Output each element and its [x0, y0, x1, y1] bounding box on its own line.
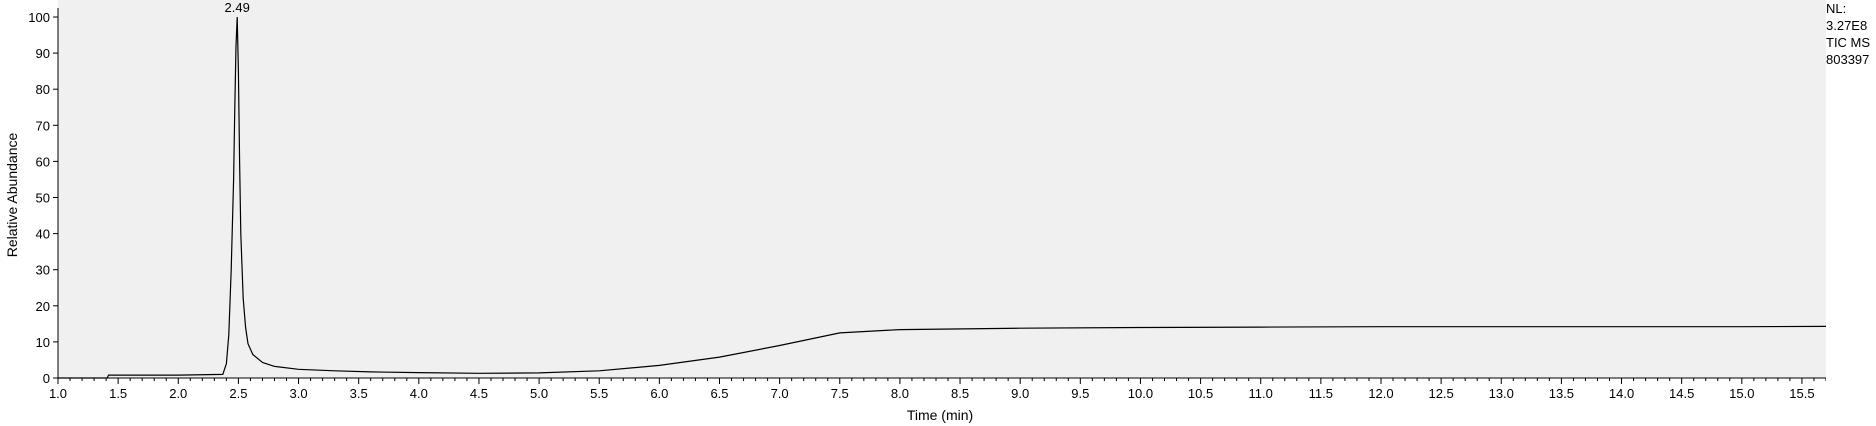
side-info-panel: NL: 3.27E8 TIC MS 803397	[1826, 0, 1876, 68]
x-tick-label: 9.0	[1011, 386, 1029, 401]
x-tick-label: 12.0	[1368, 386, 1393, 401]
x-tick-label: 5.0	[530, 386, 548, 401]
tic-trace-line	[58, 16, 1826, 379]
y-axis-ticks: 0 10 20 30 40 50 60 70 80 90 100	[28, 10, 58, 386]
y-tick-label: 60	[36, 154, 50, 169]
x-tick-label: 13.5	[1549, 386, 1574, 401]
x-tick-label: 6.5	[710, 386, 728, 401]
y-tick-label: 90	[36, 46, 50, 61]
x-tick-label: 4.0	[410, 386, 428, 401]
x-tick-label: 12.5	[1428, 386, 1453, 401]
x-tick-label: 1.5	[109, 386, 127, 401]
x-tick-label: 8.0	[891, 386, 909, 401]
x-tick-label: 3.0	[290, 386, 308, 401]
y-tick-label: 20	[36, 299, 50, 314]
x-tick-label: 15.5	[1789, 386, 1814, 401]
plot-area	[58, 0, 1826, 378]
x-tick-label: 11.0	[1249, 386, 1273, 401]
x-tick-label: 1.0	[49, 386, 67, 401]
y-tick-label: 30	[36, 263, 50, 278]
x-axis-ticks: 1.0 1.5 2.0 2.5 3.0 3.5 4.0 4.5 5.0 5.5 6.0 6.5 7.0 7…	[49, 378, 1826, 401]
x-tick-label: 2.0	[169, 386, 187, 401]
x-tick-label: 10.5	[1188, 386, 1213, 401]
x-tick-label: 11.5	[1309, 386, 1333, 401]
x-tick-label: 13.0	[1489, 386, 1514, 401]
x-tick-label: 8.5	[951, 386, 969, 401]
x-tick-label: 9.5	[1071, 386, 1089, 401]
y-tick-label: 0	[43, 371, 50, 386]
x-tick-label: 15.0	[1729, 386, 1754, 401]
y-tick-label: 40	[36, 227, 50, 242]
peak-label: 2.49	[225, 0, 250, 15]
y-tick-label: 50	[36, 191, 50, 206]
x-tick-label: 10.0	[1128, 386, 1153, 401]
chromatogram-chart: 0 10 20 30 40 50 60 70 80 90 100 1.0 1.5 2.0 2.5 3.0 3.…	[4, 0, 1826, 423]
y-tick-label: 70	[36, 118, 50, 133]
x-tick-label: 4.5	[470, 386, 488, 401]
y-axis-label: Relative Abundance	[4, 133, 20, 258]
trace-type: TIC MS	[1826, 35, 1871, 50]
x-tick-label: 3.5	[350, 386, 368, 401]
x-tick-label: 6.0	[650, 386, 668, 401]
nl-label: NL:	[1826, 1, 1847, 16]
x-tick-label: 5.5	[590, 386, 608, 401]
x-tick-label: 7.0	[771, 386, 789, 401]
y-tick-label: 80	[36, 82, 50, 97]
nl-value: 3.27E8	[1826, 18, 1868, 33]
x-tick-label: 14.0	[1609, 386, 1634, 401]
x-axis-label: Time (min)	[907, 407, 973, 423]
y-tick-label: 10	[36, 335, 50, 350]
file-id: 803397	[1826, 52, 1870, 67]
x-tick-label: 7.5	[831, 386, 849, 401]
y-tick-label: 100	[28, 10, 50, 25]
x-tick-label: 14.5	[1669, 386, 1694, 401]
x-tick-label: 2.5	[229, 386, 247, 401]
